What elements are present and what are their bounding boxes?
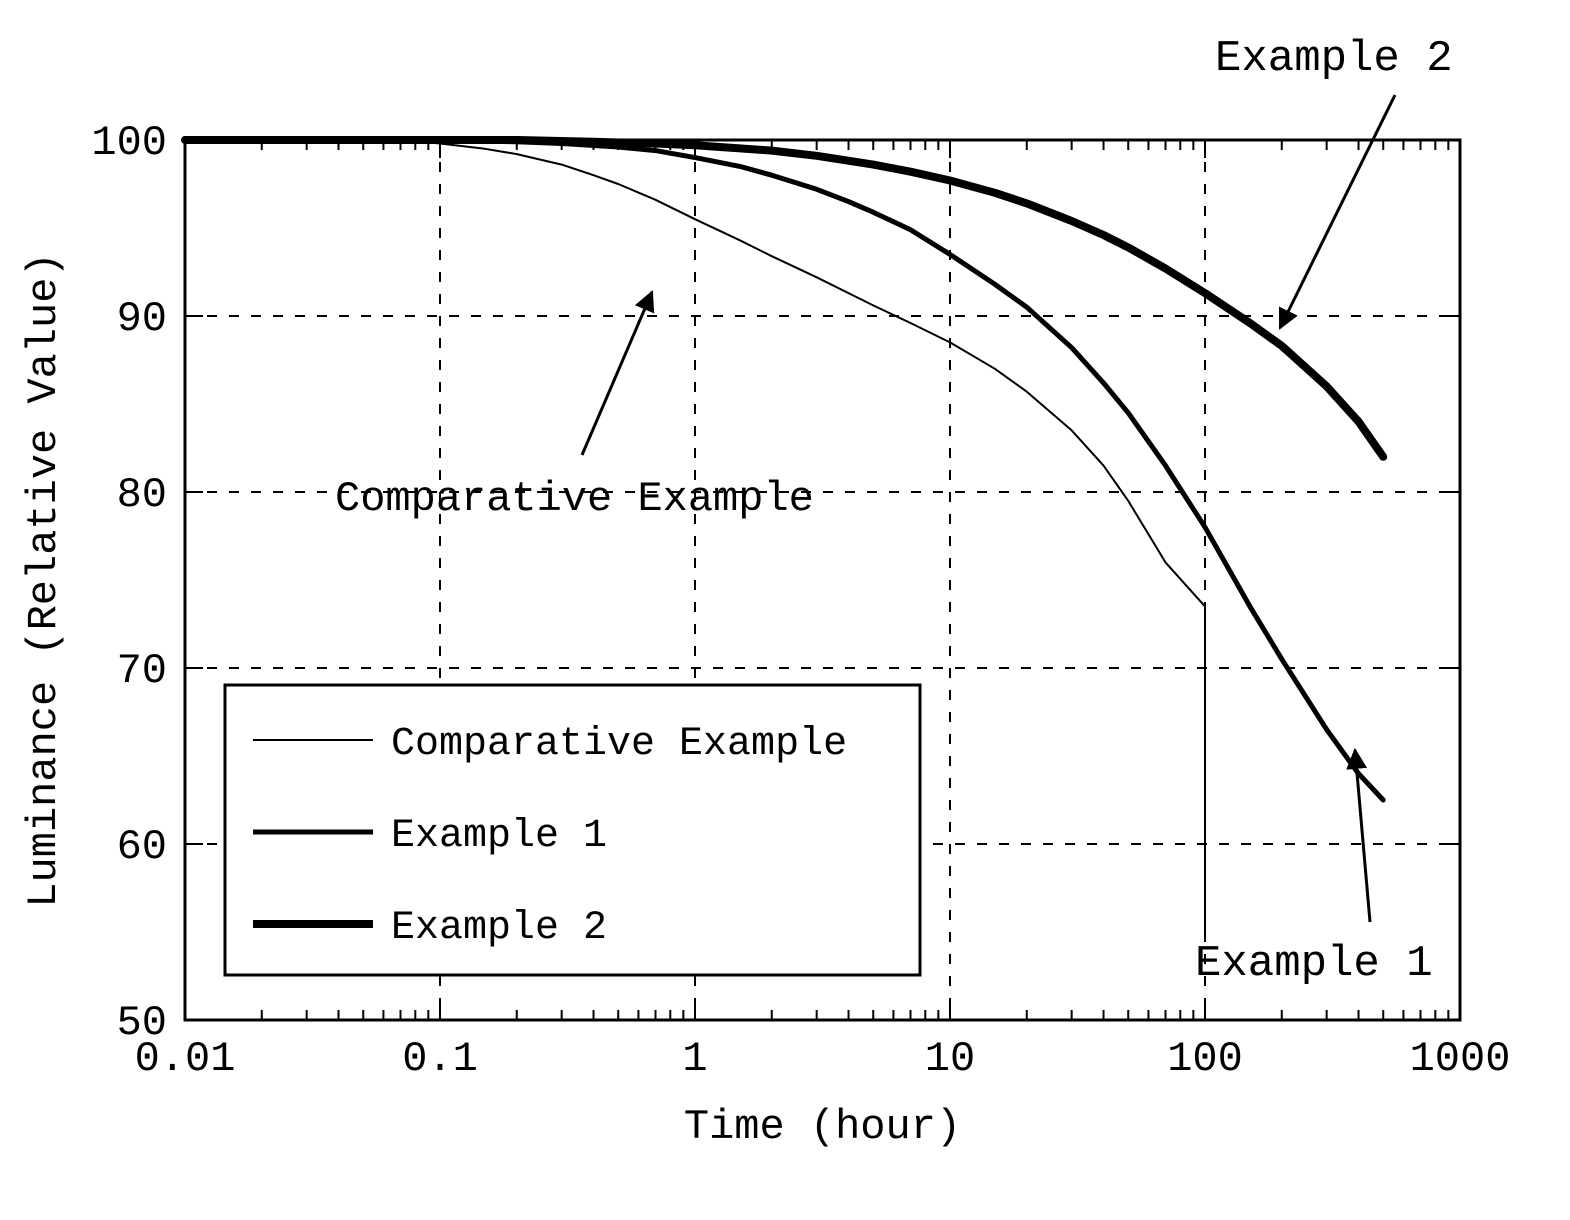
legend-label: Example 2: [391, 906, 607, 951]
x-tick-label: 100: [1167, 1035, 1243, 1083]
annotation-label: Example 1: [1195, 939, 1433, 989]
x-tick-label: 1000: [1410, 1035, 1511, 1083]
annotation-label: Comparative Example: [335, 475, 814, 523]
y-axis-label: Luminance (Relative Value): [20, 252, 68, 907]
y-tick-label: 60: [117, 823, 167, 871]
y-tick-label: 50: [117, 999, 167, 1047]
y-tick-label: 90: [117, 295, 167, 343]
legend-label: Comparative Example: [391, 722, 847, 767]
x-tick-label: 10: [925, 1035, 975, 1083]
x-tick-label: 0.1: [402, 1035, 478, 1083]
y-tick-label: 100: [91, 119, 167, 167]
y-tick-label: 70: [117, 647, 167, 695]
legend-label: Example 1: [391, 814, 607, 859]
luminance-chart: 0.010.11101001000Time (hour)506070809010…: [0, 0, 1570, 1220]
annotation-label: Example 2: [1215, 34, 1453, 84]
y-tick-label: 80: [117, 471, 167, 519]
x-tick-label: 1: [682, 1035, 707, 1083]
x-axis-label: Time (hour): [684, 1103, 961, 1151]
